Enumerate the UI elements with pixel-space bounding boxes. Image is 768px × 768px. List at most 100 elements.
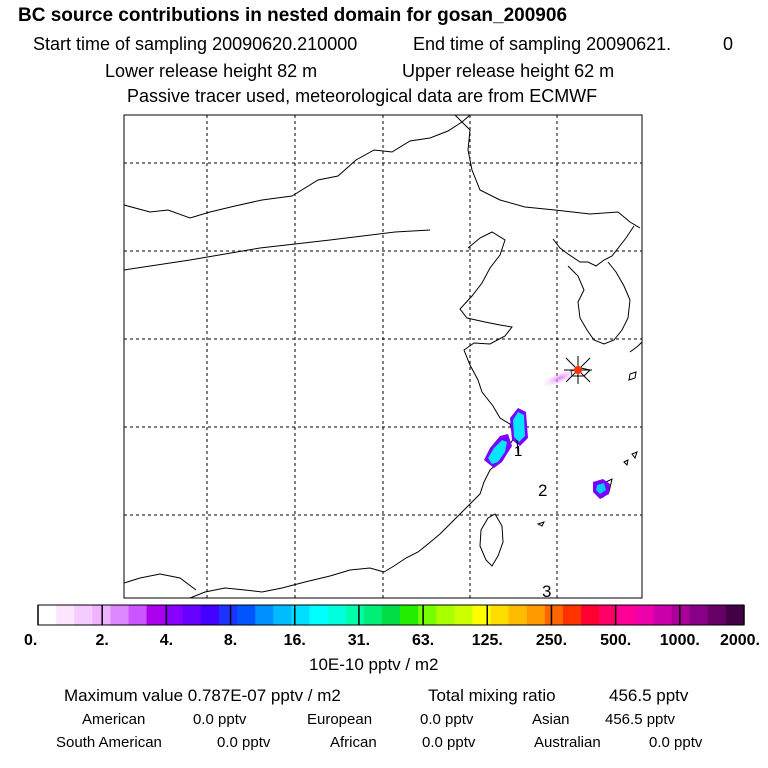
colorbar-cell xyxy=(327,605,347,625)
colorbar-cell xyxy=(400,605,419,625)
region-value-european: 0.0 pptv xyxy=(420,711,474,728)
colorbar-tick-label: 16. xyxy=(284,632,306,649)
region-value-african: 0.0 pptv xyxy=(422,734,476,751)
colorbar-cell xyxy=(581,605,600,625)
border-line xyxy=(124,573,197,591)
region-name-european: European xyxy=(307,711,373,728)
colorbar-cell xyxy=(725,605,745,625)
colorbar-cell xyxy=(599,605,618,625)
colorbar-tick-labels: 0. 2. 4. 8. 16. 31. 63. 125. 250. 500. 1000. 2000. xyxy=(24,605,760,649)
colorbar-cell xyxy=(273,605,292,625)
colorbar-cell xyxy=(110,605,129,625)
colorbar-cell xyxy=(38,605,57,625)
colorbar-cell xyxy=(635,605,654,625)
border-line xyxy=(124,229,431,271)
colorbar-cell xyxy=(418,605,437,625)
end-time-suffix: 0 xyxy=(723,34,734,54)
region-name-american: American xyxy=(82,711,146,728)
colorbar-cell xyxy=(653,605,672,625)
start-time: Start time of sampling 20090620.210000 xyxy=(33,34,358,54)
total-mixing-ratio-value: 456.5 pptv xyxy=(609,686,689,705)
colorbar-cell xyxy=(508,605,528,625)
end-time: End time of sampling 20090621. xyxy=(413,34,672,54)
coastline-south xyxy=(189,567,385,598)
plume-core xyxy=(488,440,507,464)
region-value-south-american: 0.0 pptv xyxy=(217,734,271,751)
region-name-african: African xyxy=(330,734,377,751)
region-value-australian: 0.0 pptv xyxy=(649,734,703,751)
colorbar-cell xyxy=(689,605,709,625)
colorbar-cell xyxy=(74,605,93,625)
map-plot-area: 2 3 xyxy=(124,115,642,601)
colorbar-cell xyxy=(381,605,401,625)
border-line xyxy=(454,115,641,229)
colorbar-tick-label: 2000. xyxy=(720,632,760,649)
colorbar-cell xyxy=(454,605,473,625)
colorbar-tick-label: 0. xyxy=(24,632,37,649)
plume-core xyxy=(596,483,606,494)
coastline-japan xyxy=(629,341,642,353)
colorbar-cell xyxy=(544,605,564,625)
colorbar-cell xyxy=(472,605,491,625)
grid-lines xyxy=(124,115,642,598)
coastline-china xyxy=(383,231,515,573)
upper-release-height: Upper release height 62 m xyxy=(402,61,615,81)
colorbar-tick-label: 125. xyxy=(472,632,503,649)
colorbar-tick-label: 8. xyxy=(224,632,237,649)
colorbar-cell xyxy=(164,605,184,625)
maximum-value: Maximum value 0.787E-07 pptv / m2 xyxy=(64,686,341,705)
plume-core xyxy=(513,412,525,442)
colorbar-cell xyxy=(436,605,455,625)
colorbar-cell xyxy=(707,605,727,625)
coastline-korea-south xyxy=(567,261,631,345)
total-mixing-ratio-label: Total mixing ratio xyxy=(428,686,556,705)
passive-tracer-note: Passive tracer used, meteorological data… xyxy=(127,86,598,106)
receptor-dot xyxy=(574,366,582,374)
colorbar-cell xyxy=(345,605,365,625)
colorbar-unit: 10E-10 pptv / m2 xyxy=(309,655,439,674)
map-label-3: 3 xyxy=(542,582,551,601)
region-value-asian: 456.5 pptv xyxy=(605,711,676,728)
region-name-australian: Australian xyxy=(534,734,601,751)
colorbar-tick-label: 250. xyxy=(536,632,567,649)
colorbar-cell xyxy=(526,605,546,625)
receptor-marker xyxy=(564,356,592,384)
region-name-south-american: South American xyxy=(56,734,162,751)
island-taiwan xyxy=(479,513,504,567)
colorbar-cell xyxy=(219,605,238,625)
colorbar-tick-label: 31. xyxy=(348,632,370,649)
colorbar-cell xyxy=(291,605,310,625)
colorbar-tick-label: 4. xyxy=(160,632,173,649)
colorbar-cell xyxy=(562,605,582,625)
colorbar-tick-label: 500. xyxy=(600,632,631,649)
region-name-asian: Asian xyxy=(532,711,570,728)
colorbar-tick-label: 2. xyxy=(96,632,109,649)
island xyxy=(623,459,629,467)
colorbar-cell xyxy=(237,605,256,625)
colorbar-cell xyxy=(671,605,691,625)
colorbar-cell xyxy=(182,605,202,625)
island xyxy=(631,451,638,460)
plume-faint xyxy=(541,368,579,388)
colorbar-tick-label: 63. xyxy=(412,632,434,649)
colorbar-cell xyxy=(363,605,383,625)
colorbar-cell xyxy=(617,605,636,625)
contribution-field xyxy=(484,368,610,499)
colorbar-cell xyxy=(146,605,166,625)
border-line xyxy=(124,115,471,219)
colorbar-cells xyxy=(37,604,745,626)
map-frame xyxy=(123,114,643,599)
colorbar-tick-label: 1000. xyxy=(660,632,700,649)
label-1-mark xyxy=(516,439,519,455)
colorbar-cell xyxy=(200,605,220,625)
colorbar-cell xyxy=(309,605,329,625)
region-value-american: 0.0 pptv xyxy=(193,711,247,728)
colorbar-cell xyxy=(128,605,148,625)
map-label-2: 2 xyxy=(538,481,547,500)
island xyxy=(536,521,545,527)
map-label-1: 1 xyxy=(514,443,522,460)
colorbar-cell xyxy=(490,605,510,625)
colorbar-cell xyxy=(255,605,274,625)
